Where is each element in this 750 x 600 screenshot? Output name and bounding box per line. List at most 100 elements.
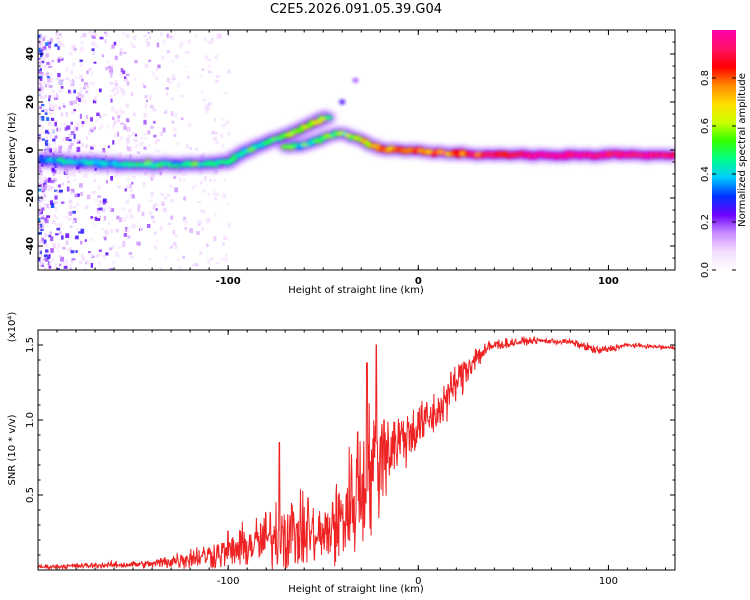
noise-speckle	[50, 151, 54, 155]
noise-speckle	[78, 98, 82, 102]
noise-speckle	[38, 113, 41, 119]
noise-speckle	[148, 211, 153, 215]
noise-speckle	[215, 192, 219, 197]
noise-speckle	[88, 67, 93, 72]
noise-speckle	[126, 228, 130, 233]
noise-speckle	[180, 95, 184, 98]
noise-speckle	[41, 138, 45, 141]
noise-speckle	[46, 215, 50, 218]
noise-speckle	[46, 117, 50, 121]
noise-speckle	[75, 250, 78, 253]
noise-speckle	[54, 97, 59, 100]
noise-speckle	[50, 117, 55, 121]
y-tick-label: 40	[25, 47, 36, 61]
noise-speckle	[88, 30, 93, 34]
noise-speckle	[46, 150, 49, 155]
noise-speckle	[43, 194, 46, 198]
noise-speckle	[64, 216, 68, 219]
noise-speckle	[49, 135, 52, 139]
noise-speckle	[49, 148, 52, 153]
noise-speckle	[43, 192, 47, 197]
noise-speckle	[41, 72, 44, 76]
noise-speckle	[97, 203, 101, 207]
colorbar-label: Normalized spectral amplitude	[737, 73, 748, 227]
spectrogram-panel: -100 0 100 40 20 0 -20 -40 Height of straight l…	[7, 29, 676, 296]
noise-speckle	[88, 251, 91, 254]
noise-speckle	[81, 124, 84, 128]
noise-speckle	[45, 53, 49, 58]
noise-speckle	[91, 48, 95, 51]
noise-speckle	[155, 148, 159, 153]
noise-speckle	[41, 198, 45, 202]
noise-speckle	[45, 184, 49, 188]
noise-speckle	[171, 74, 176, 78]
noise-speckle	[118, 246, 121, 249]
noise-speckle	[125, 33, 130, 38]
noise-speckle	[61, 201, 65, 204]
noise-speckle	[147, 32, 150, 34]
noise-speckle	[61, 235, 64, 240]
noise-speckle	[38, 34, 42, 40]
colorbar-tick-label: 0.8	[700, 70, 711, 86]
noise-speckle	[39, 214, 44, 219]
colorbar-tick-label: 0.4	[700, 166, 711, 182]
noise-speckle	[165, 87, 169, 90]
noise-speckle	[214, 212, 217, 217]
noise-speckle	[93, 61, 97, 64]
noise-speckle	[77, 92, 82, 97]
noise-speckle	[201, 68, 204, 71]
noise-speckle	[44, 94, 47, 98]
noise-speckle	[194, 148, 199, 151]
noise-speckle	[48, 41, 52, 45]
noise-speckle	[144, 63, 149, 69]
noise-speckle	[90, 146, 94, 150]
noise-speckle	[65, 239, 69, 245]
noise-speckle	[74, 76, 78, 79]
noise-speckle	[71, 45, 75, 49]
noise-speckle	[41, 189, 45, 193]
noise-speckle	[99, 200, 103, 204]
noise-speckle	[125, 103, 129, 108]
noise-speckle	[40, 90, 44, 94]
noise-speckle	[90, 117, 93, 122]
snr-data	[38, 336, 675, 570]
snr-panel: -100 0 100 1.5 1.0 0.5 Height of straight lin…	[7, 312, 676, 595]
noise-speckle	[154, 203, 159, 206]
noise-speckle	[44, 176, 47, 181]
noise-speckle	[73, 89, 76, 94]
noise-speckle	[113, 133, 118, 138]
noise-speckle	[52, 171, 55, 176]
noise-speckle	[38, 225, 42, 229]
noise-speckle	[72, 62, 76, 66]
noise-speckle	[95, 119, 98, 123]
noise-speckle	[102, 207, 106, 213]
noise-speckle	[119, 110, 123, 114]
y-tick-label: 20	[25, 95, 36, 109]
noise-speckle	[71, 111, 75, 115]
noise-speckle	[91, 144, 96, 148]
noise-speckle	[40, 96, 45, 100]
noise-speckle	[132, 175, 136, 179]
noise-speckle	[200, 227, 204, 232]
noise-speckle	[122, 70, 126, 75]
noise-speckle	[200, 90, 204, 94]
noise-speckle	[79, 113, 82, 119]
noise-speckle	[99, 125, 102, 130]
noise-speckle	[107, 60, 110, 63]
noise-speckle	[213, 117, 216, 123]
noise-speckle	[218, 33, 222, 39]
noise-speckle	[168, 34, 171, 40]
noise-speckle	[90, 71, 94, 76]
noise-speckle	[209, 40, 213, 45]
spectrogram-y-axis-label: Frequency (Hz)	[7, 112, 18, 188]
noise-speckle	[84, 205, 89, 210]
noise-speckle	[45, 42, 49, 46]
noise-speckle	[119, 73, 123, 78]
colorbar-tick-label: 0.2	[700, 214, 711, 230]
noise-speckle	[68, 139, 72, 142]
noise-speckle	[150, 104, 154, 109]
noise-speckle	[40, 35, 44, 39]
noise-speckle	[171, 35, 175, 40]
noise-speckle	[38, 61, 41, 65]
noise-speckle	[206, 103, 210, 106]
